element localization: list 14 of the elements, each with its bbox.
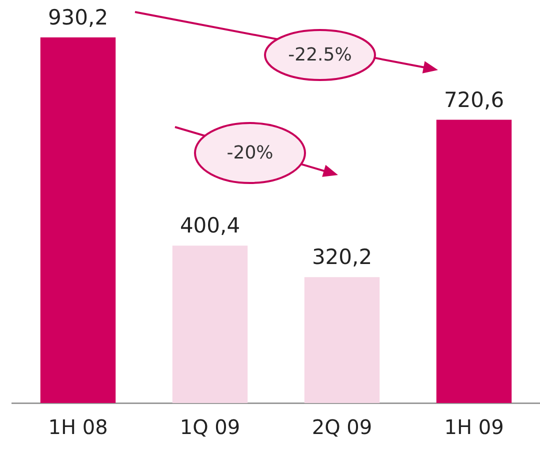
annotation: -20% [226,142,274,164]
x-tick-label: 1H 09 [444,415,504,440]
annotation: -22.5% [288,44,352,66]
bar [436,120,512,403]
bar [172,246,248,403]
data-label: 320,2 [312,245,372,270]
data-label: 930,2 [48,5,108,30]
x-tick-label: 1Q 09 [180,415,240,440]
bar [304,277,380,403]
data-label: 720,6 [444,88,504,112]
x-tick-label: 2Q 09 [312,415,372,440]
x-tick-label: 1H 08 [48,415,108,440]
data-label: 400,4 [180,214,240,238]
bar [40,37,116,403]
